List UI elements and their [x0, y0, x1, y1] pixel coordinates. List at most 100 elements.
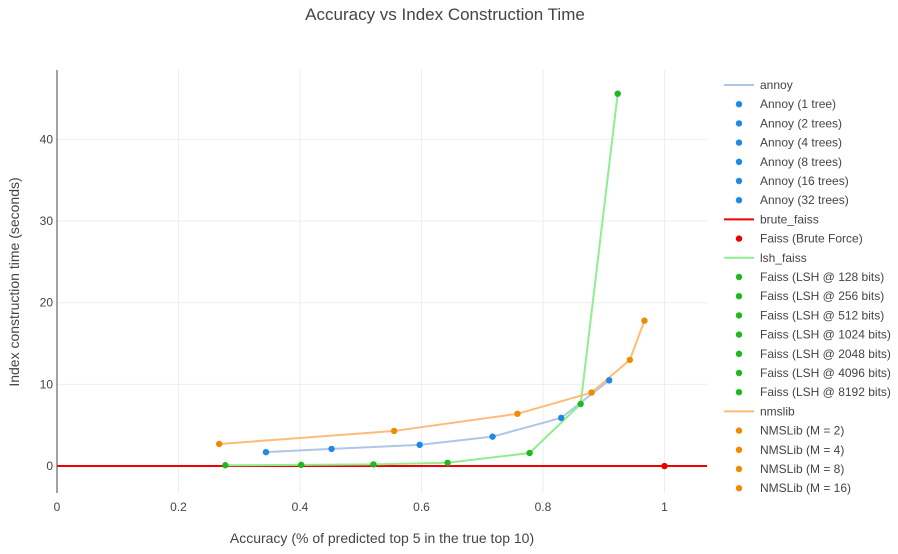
legend-marker-swatch: [735, 158, 743, 165]
legend-item[interactable]: Annoy (16 trees): [735, 174, 849, 188]
legend-label: Annoy (1 tree): [760, 97, 836, 111]
series-line-nmslib: [219, 320, 646, 446]
data-point[interactable]: [577, 400, 584, 408]
series-layer: [57, 90, 707, 470]
data-point[interactable]: [514, 410, 521, 417]
legend-marker-swatch: [735, 331, 743, 338]
data-point[interactable]: [370, 461, 377, 468]
legend[interactable]: annoy Annoy (1 tree) Annoy (2 trees) Annoy …: [724, 78, 891, 495]
legend-marker-swatch: [735, 465, 743, 473]
legend-item[interactable]: Annoy (4 trees): [735, 136, 842, 150]
legend-item[interactable]: NMSLib (M = 4): [735, 443, 845, 457]
legend-label: Annoy (2 trees): [760, 116, 842, 130]
legend-label: Annoy (8 trees): [760, 155, 842, 169]
legend-label: Faiss (LSH @ 4096 bits): [760, 366, 891, 380]
legend-marker-swatch: [735, 427, 743, 434]
legend-item[interactable]: Faiss (LSH @ 1024 bits): [735, 328, 891, 342]
data-point[interactable]: [661, 462, 668, 470]
legend-marker-swatch: [735, 197, 743, 204]
legend-marker-swatch: [735, 369, 743, 377]
legend-item[interactable]: Faiss (LSH @ 8192 bits): [735, 385, 891, 399]
legend-item[interactable]: Faiss (Brute Force): [735, 232, 863, 246]
grid: [57, 70, 707, 493]
legend-marker-swatch: [735, 389, 743, 396]
data-point[interactable]: [526, 449, 533, 457]
data-point[interactable]: [588, 389, 595, 396]
legend-item[interactable]: Faiss (LSH @ 4096 bits): [735, 366, 891, 380]
legend-label: Faiss (LSH @ 8192 bits): [760, 385, 891, 399]
legend-label: annoy: [760, 78, 793, 92]
series-line-annoy: [265, 379, 610, 454]
legend-item-brute_faiss[interactable]: brute_faiss: [724, 212, 819, 226]
legend-item[interactable]: Annoy (8 trees): [735, 155, 842, 169]
x-tick-label: 0.4: [292, 500, 309, 514]
y-tick-label: 10: [40, 377, 54, 391]
data-point[interactable]: [558, 414, 565, 422]
data-point[interactable]: [262, 448, 270, 456]
legend-label: Faiss (Brute Force): [760, 232, 863, 246]
legend-item[interactable]: Annoy (1 tree): [735, 97, 836, 111]
data-point[interactable]: [605, 377, 613, 384]
legend-marker-swatch: [735, 177, 743, 185]
x-tick-label: 1: [661, 500, 668, 514]
legend-label: lsh_faiss: [760, 251, 807, 265]
legend-marker-swatch: [735, 350, 743, 357]
legend-item[interactable]: Annoy (32 trees): [735, 193, 849, 207]
legend-item[interactable]: NMSLib (M = 2): [735, 424, 845, 438]
legend-label: Annoy (32 trees): [760, 193, 849, 207]
legend-item[interactable]: NMSLib (M = 8): [735, 462, 845, 476]
legend-marker-swatch: [735, 446, 743, 453]
legend-label: Faiss (LSH @ 1024 bits): [760, 328, 891, 342]
legend-item[interactable]: Faiss (LSH @ 512 bits): [735, 308, 884, 322]
data-point[interactable]: [641, 317, 648, 324]
legend-item-nmslib[interactable]: nmslib: [724, 404, 795, 418]
chart-title: Accuracy vs Index Construction Time: [305, 5, 585, 24]
legend-item[interactable]: NMSLib (M = 16): [735, 481, 851, 495]
legend-item[interactable]: Faiss (LSH @ 256 bits): [735, 289, 884, 303]
data-point[interactable]: [390, 427, 398, 435]
legend-item[interactable]: Annoy (2 trees): [735, 116, 842, 130]
legend-label: NMSLib (M = 2): [760, 424, 844, 438]
legend-marker-swatch: [735, 312, 743, 319]
legend-marker-swatch: [735, 273, 743, 281]
data-point[interactable]: [489, 433, 496, 440]
legend-marker-swatch: [735, 485, 743, 492]
legend-label: Faiss (LSH @ 128 bits): [760, 270, 884, 284]
legend-label: nmslib: [760, 404, 795, 418]
legend-marker-swatch: [735, 235, 743, 242]
legend-marker-swatch: [735, 293, 743, 300]
legend-item-lsh_faiss[interactable]: lsh_faiss: [724, 251, 807, 265]
x-axis-title: Accuracy (% of predicted top 5 in the tr…: [230, 530, 534, 546]
y-tick-label: 20: [40, 296, 54, 310]
data-point[interactable]: [416, 441, 423, 449]
legend-label: NMSLib (M = 4): [760, 443, 844, 457]
legend-item[interactable]: Faiss (LSH @ 2048 bits): [735, 347, 891, 361]
legend-label: brute_faiss: [760, 212, 819, 226]
data-point[interactable]: [626, 356, 634, 364]
x-tick-label: 0.2: [170, 500, 187, 514]
data-point[interactable]: [298, 461, 305, 469]
legend-label: Faiss (LSH @ 256 bits): [760, 289, 884, 303]
data-point[interactable]: [328, 445, 335, 453]
legend-item[interactable]: Faiss (LSH @ 128 bits): [735, 270, 884, 284]
y-tick-label: 40: [40, 132, 54, 146]
y-tick-label: 30: [40, 214, 54, 228]
legend-label: NMSLib (M = 16): [760, 481, 851, 495]
y-axis-title: Index construction time (seconds): [6, 177, 22, 386]
data-point[interactable]: [222, 462, 229, 469]
data-point[interactable]: [215, 440, 223, 448]
legend-marker-swatch: [735, 101, 743, 108]
legend-label: Faiss (LSH @ 2048 bits): [760, 347, 891, 361]
legend-marker-swatch: [735, 120, 743, 127]
legend-label: Faiss (LSH @ 512 bits): [760, 308, 884, 322]
legend-label: Annoy (4 trees): [760, 136, 842, 150]
y-tick-label: 0: [46, 459, 53, 473]
legend-item-annoy[interactable]: annoy: [724, 78, 793, 92]
legend-marker-swatch: [735, 139, 743, 146]
data-point[interactable]: [614, 90, 621, 97]
x-tick-label: 0.6: [413, 500, 430, 514]
data-point[interactable]: [444, 459, 451, 466]
legend-label: Annoy (16 trees): [760, 174, 849, 188]
